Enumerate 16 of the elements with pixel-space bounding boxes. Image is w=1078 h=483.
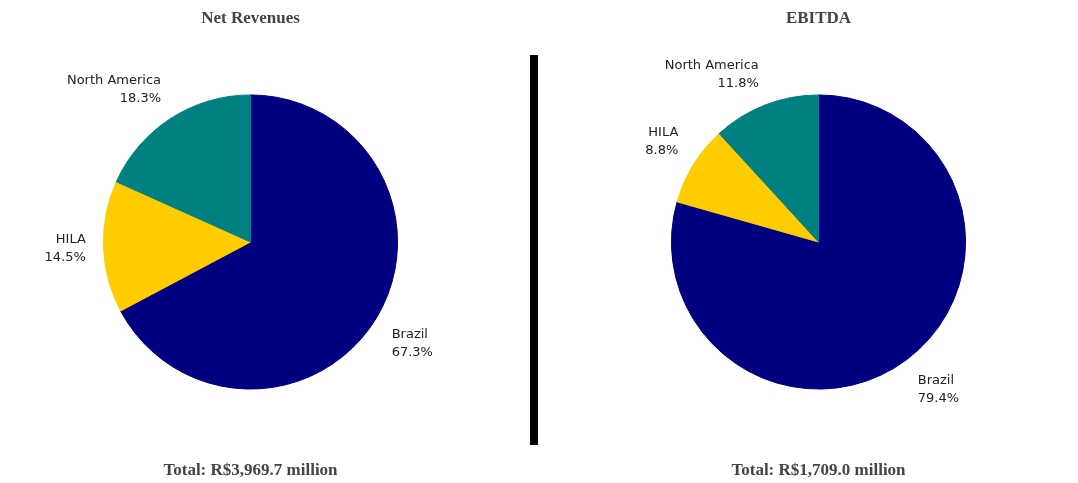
slice-label: Brazil bbox=[917, 371, 955, 387]
slice-label: Brazil bbox=[391, 325, 428, 341]
slice-label: North America bbox=[664, 57, 759, 73]
text: Total: R$1,709.0 million bbox=[731, 459, 907, 479]
slice-label: HILA bbox=[648, 123, 679, 139]
chart-title: Net Revenues bbox=[201, 7, 301, 27]
slice-label: North America bbox=[66, 72, 162, 88]
data-label: 8.8% bbox=[645, 141, 679, 157]
slice-label: HILA bbox=[55, 230, 86, 246]
data-label: 18.3% bbox=[119, 90, 162, 106]
data-label: 14.5% bbox=[44, 248, 86, 264]
data-label: 11.8% bbox=[717, 75, 759, 91]
data-label: 67.3% bbox=[391, 343, 433, 359]
chart-title: EBITDA bbox=[785, 7, 852, 27]
data-label: 79.4% bbox=[917, 389, 960, 405]
text: Total: R$3,969.7 million bbox=[163, 459, 339, 479]
